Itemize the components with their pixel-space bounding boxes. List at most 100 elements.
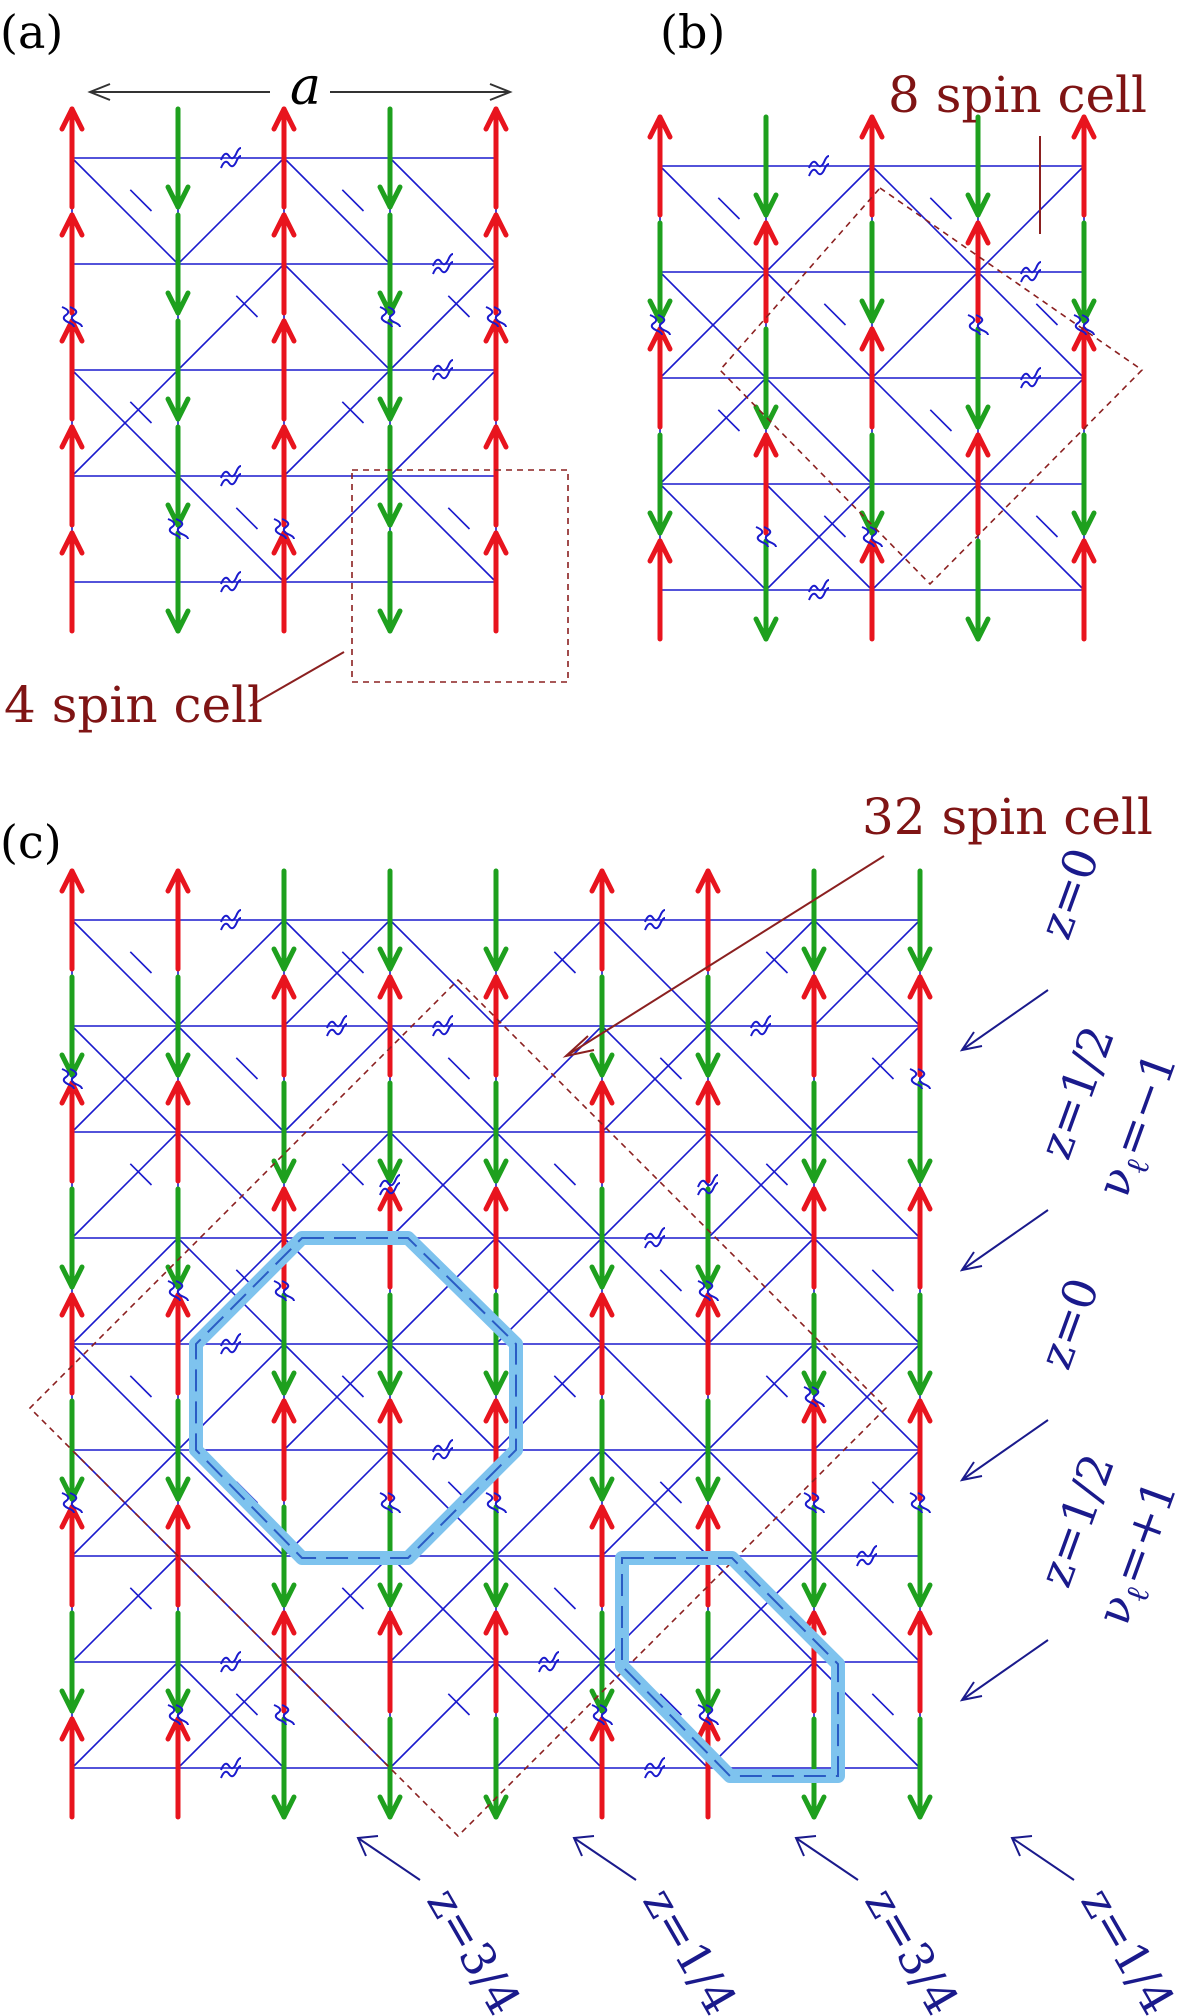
diag-bond (72, 1344, 178, 1450)
dash-bond (342, 190, 363, 211)
z-label-bottom-1: z=3/4 (416, 1879, 531, 2016)
diag-bond (872, 484, 978, 590)
svg-text:z=1/4: z=1/4 (1070, 1879, 1185, 2016)
diag-bond (72, 1556, 178, 1662)
lattice-constant-label: a (290, 57, 321, 117)
dash-bond (824, 304, 845, 325)
dash-bond (448, 1694, 469, 1715)
diag-bond (814, 1450, 920, 1556)
diag-bond (390, 158, 496, 264)
diag-bond (390, 1450, 496, 1556)
dash-bond (1036, 516, 1057, 537)
diag-bond (660, 484, 766, 590)
diag-bond (708, 1026, 814, 1132)
dash-bond (872, 1482, 893, 1503)
dash-bond (660, 1058, 681, 1079)
dash-bond (448, 508, 469, 529)
dash-bond (824, 516, 845, 537)
diag-bond (602, 1662, 708, 1768)
svg-text:z=1/4: z=1/4 (632, 1879, 747, 2016)
dash-bond (236, 1058, 257, 1079)
diag-bond (814, 1026, 920, 1132)
dash-bond (872, 1694, 893, 1715)
cell-label-b: 8 spin cell (888, 66, 1147, 124)
dash-bond (872, 1058, 893, 1079)
lattice-a (62, 109, 506, 631)
diag-bond (708, 1344, 814, 1450)
diag-bond (284, 1556, 390, 1662)
diag-bond (390, 1026, 496, 1132)
diag-bond (496, 920, 602, 1026)
panel-label-c: (c) (0, 815, 62, 869)
z-label-bottom-4: z=1/4 (1070, 1879, 1185, 2016)
diag-bond (814, 1132, 920, 1238)
diag-bond (284, 370, 390, 476)
z-pointer-right (962, 1640, 1048, 1700)
dash-bond (342, 952, 363, 973)
diag-bond (390, 920, 496, 1026)
z-label-bottom-2: z=1/4 (632, 1879, 747, 2016)
diag-bond (284, 1132, 390, 1238)
diag-bond (284, 264, 390, 370)
diag-bond (178, 158, 284, 264)
diag-bond (496, 1132, 602, 1238)
dash-bond (718, 198, 739, 219)
z-pointer-right (962, 1210, 1048, 1270)
dash-bond (766, 1164, 787, 1185)
diag-bond (284, 476, 390, 582)
diag-bond (766, 272, 872, 378)
dash-bond (342, 1588, 363, 1609)
cell-label-c: 32 spin cell (862, 788, 1153, 846)
z-pointer-right (962, 1420, 1048, 1480)
diag-bond (602, 1238, 708, 1344)
dash-bond (130, 402, 151, 423)
diag-bond (766, 378, 872, 484)
diag-bond (72, 1238, 178, 1344)
diag-bond (872, 272, 978, 378)
diag-bond (708, 1662, 814, 1768)
svg-text:z=0: z=0 (1028, 1271, 1110, 1376)
svg-text:z=3/4: z=3/4 (416, 1879, 531, 2016)
svg-text:z=0: z=0 (1028, 841, 1110, 946)
dash-bond (130, 190, 151, 211)
diag-bond (178, 1450, 284, 1556)
diag-bond (178, 476, 284, 582)
diag-bond (708, 1238, 814, 1344)
dash-bond (872, 1270, 893, 1291)
z-pointer-bottom (1012, 1838, 1074, 1880)
diag-bond (178, 1132, 284, 1238)
diag-bond (72, 1662, 178, 1768)
diag-bond (660, 378, 766, 484)
dash-bond (554, 1376, 575, 1397)
diag-bond (390, 370, 496, 476)
dash-bond (130, 952, 151, 973)
arrow-icon (962, 1682, 982, 1700)
diag-bond (178, 264, 284, 370)
arrow-icon (962, 1252, 982, 1270)
panel-label-a: (a) (0, 5, 63, 59)
dash-bond (554, 1588, 575, 1609)
diag-bond (872, 378, 978, 484)
diag-bond (872, 166, 978, 272)
dash-bond (130, 1376, 151, 1397)
z-pointer-bottom (796, 1838, 858, 1880)
dash-bond (236, 1694, 257, 1715)
z-pointer-bottom (358, 1838, 420, 1880)
diag-bond (978, 272, 1084, 378)
loop-core-large (196, 1238, 516, 1558)
cell-label-a: 4 spin cell (4, 676, 263, 734)
diag-bond (178, 1026, 284, 1132)
z-label-bottom-3: z=3/4 (854, 1879, 969, 2016)
diag-bond (496, 1556, 602, 1662)
dash-bond (236, 508, 257, 529)
arrow-icon (962, 1462, 982, 1480)
annotations (30, 84, 1142, 1880)
z-pointer-bottom (574, 1838, 636, 1880)
diag-bond (284, 1450, 390, 1556)
diag-bond (284, 1238, 390, 1344)
dash-bond (766, 952, 787, 973)
dash-bond (554, 1164, 575, 1185)
dash-bond (660, 1482, 681, 1503)
diag-bond (178, 920, 284, 1026)
